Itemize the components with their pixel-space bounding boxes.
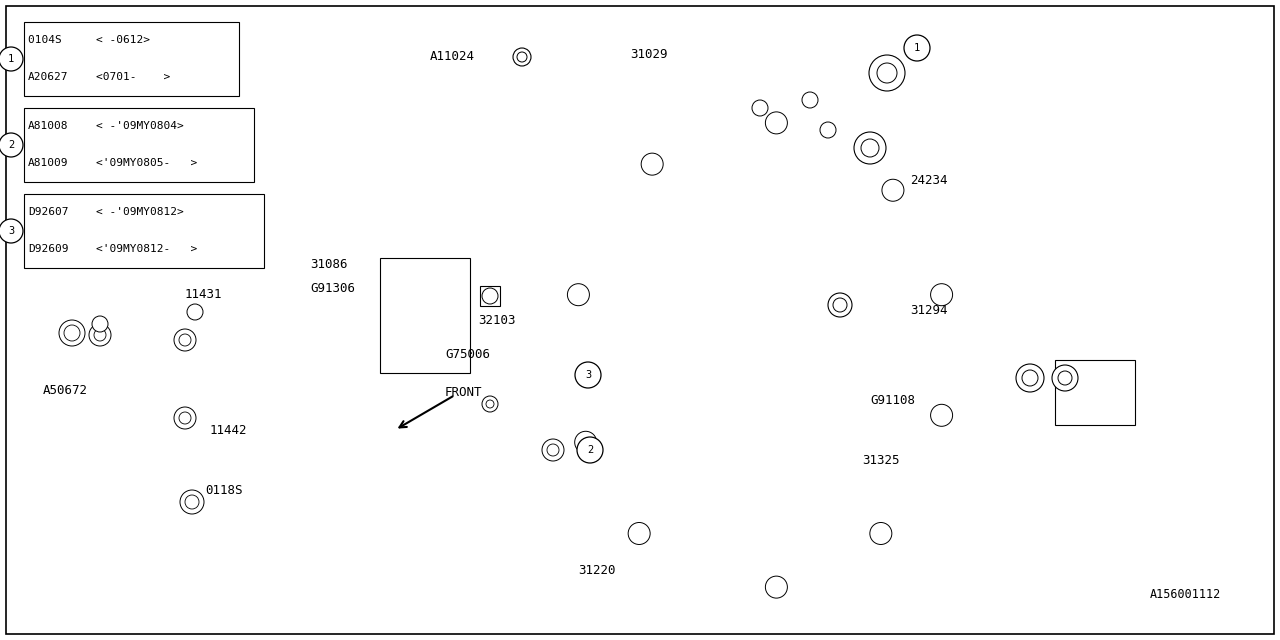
Text: 11442: 11442 [210,424,247,436]
Text: A20627: A20627 [28,72,69,82]
Circle shape [92,316,108,332]
Circle shape [90,324,111,346]
Text: <'09MY0805-   >: <'09MY0805- > [96,158,197,168]
Bar [24,194,264,268]
Circle shape [931,284,952,306]
Text: 2: 2 [586,445,593,455]
Circle shape [483,396,498,412]
Text: G91108: G91108 [870,394,915,406]
Circle shape [187,304,204,320]
Text: 11431: 11431 [186,289,223,301]
Circle shape [0,219,23,243]
Text: D92607: D92607 [28,207,69,217]
Text: G75006: G75006 [445,349,490,362]
Text: < -0612>: < -0612> [96,35,150,45]
Text: 31325: 31325 [861,454,900,467]
Text: 1: 1 [8,54,14,64]
Circle shape [904,35,931,61]
Bar [24,108,253,182]
Circle shape [486,400,494,408]
Bar [480,286,500,306]
Circle shape [180,490,204,514]
Text: <'09MY0812-   >: <'09MY0812- > [96,244,197,254]
Circle shape [59,320,84,346]
Circle shape [541,439,564,461]
Bar [24,22,239,96]
Text: 24234: 24234 [910,173,947,186]
Circle shape [517,52,527,62]
Text: A81009: A81009 [28,158,69,168]
Text: 1: 1 [914,43,920,53]
Circle shape [186,495,198,509]
Text: FRONT: FRONT [445,385,483,399]
Circle shape [0,47,23,71]
Text: A81008: A81008 [28,121,69,131]
Circle shape [854,132,886,164]
Circle shape [567,284,589,306]
Text: 2: 2 [8,140,14,150]
Text: 0104S: 0104S [28,35,69,45]
Text: < -'09MY0812>: < -'09MY0812> [96,207,184,217]
Circle shape [833,298,847,312]
Circle shape [64,325,79,341]
Text: <0701-    >: <0701- > [96,72,170,82]
Circle shape [1059,371,1073,385]
Circle shape [803,92,818,108]
Polygon shape [84,318,202,448]
Circle shape [513,48,531,66]
Circle shape [828,293,852,317]
Text: 0118S: 0118S [205,483,242,497]
Text: A50672: A50672 [44,383,88,397]
Circle shape [870,522,892,545]
Circle shape [93,329,106,341]
Circle shape [174,329,196,351]
Text: 31294: 31294 [910,303,947,317]
Circle shape [1021,370,1038,386]
Circle shape [882,179,904,201]
Circle shape [641,153,663,175]
Text: A156001112: A156001112 [1149,589,1221,602]
Text: 32103: 32103 [477,314,516,326]
Circle shape [0,133,23,157]
Circle shape [1016,364,1044,392]
Circle shape [628,522,650,545]
Circle shape [179,412,191,424]
Circle shape [179,334,191,346]
Circle shape [877,63,897,83]
Circle shape [483,288,498,304]
Text: 31086: 31086 [310,259,347,271]
Text: G91306: G91306 [310,282,355,294]
Circle shape [575,362,602,388]
Circle shape [765,112,787,134]
Text: A11024: A11024 [430,49,475,63]
Circle shape [869,55,905,91]
Circle shape [547,444,559,456]
Text: 31220: 31220 [579,563,616,577]
Circle shape [575,431,596,453]
Circle shape [765,576,787,598]
Circle shape [820,122,836,138]
Text: < -'09MY0804>: < -'09MY0804> [96,121,184,131]
Circle shape [1052,365,1078,391]
Bar [380,258,470,373]
Text: D92609: D92609 [28,244,69,254]
Circle shape [174,407,196,429]
Text: 3: 3 [8,226,14,236]
Circle shape [753,100,768,116]
Circle shape [577,437,603,463]
Bar [1055,360,1135,425]
Text: 31029: 31029 [630,49,667,61]
Circle shape [931,404,952,426]
Text: 3: 3 [585,370,591,380]
Circle shape [861,139,879,157]
